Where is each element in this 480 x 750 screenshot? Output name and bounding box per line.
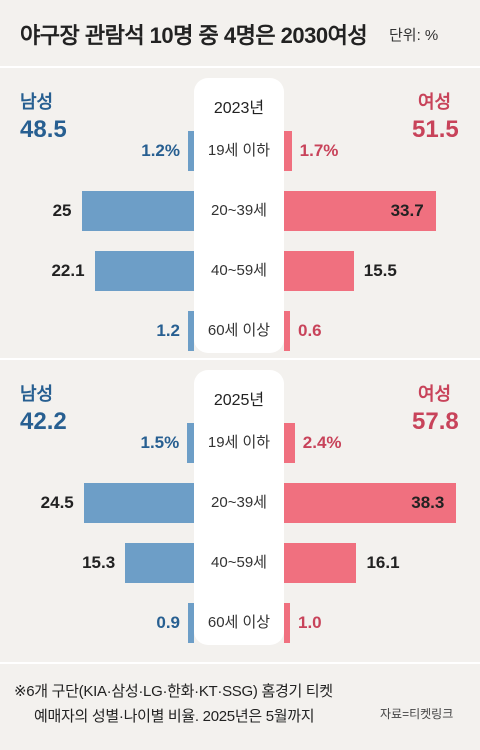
male-bar xyxy=(83,483,194,523)
unit-label: 단위: % xyxy=(389,27,439,44)
center-column xyxy=(194,370,284,645)
male-total: 42.2 xyxy=(20,408,67,435)
female-bar xyxy=(284,423,295,463)
female-bar xyxy=(284,543,357,583)
panel-year-label: 2023년 xyxy=(213,100,265,117)
female-value-label: 38.3 xyxy=(411,493,445,512)
female-value-label: 2.4% xyxy=(302,433,342,452)
center-column xyxy=(194,78,284,353)
source-label: 자료=티켓링크 xyxy=(380,707,454,721)
female-bar xyxy=(284,251,354,291)
age-category-label: 40~59세 xyxy=(211,262,267,279)
female-label: 여성 xyxy=(418,92,452,112)
female-total: 51.5 xyxy=(412,116,459,143)
female-value-label: 16.1 xyxy=(366,553,400,572)
female-bar xyxy=(284,483,457,523)
panel-2023: 2023년 남성 48.5 여성 51.5 19세 이하 1.2% 1.7% 20~39세 25 3… xyxy=(0,68,480,358)
footnote-line-2: 예매자의 성별·나이별 비율. 2025년은 5월까지 xyxy=(34,708,315,725)
male-value-label: 1.2% xyxy=(141,141,180,160)
age-category-label: 40~59세 xyxy=(211,554,267,571)
male-value-label: 24.5 xyxy=(40,493,74,512)
female-value-label: 15.5 xyxy=(363,261,397,280)
female-bar xyxy=(284,191,436,231)
title-row: 야구장 관람석 10명 중 4명은 2030여성 단위: % xyxy=(0,0,480,66)
divider xyxy=(0,662,480,664)
male-label: 남성 xyxy=(20,384,54,404)
male-value-label: 0.9 xyxy=(156,613,180,632)
age-category-label: 20~39세 xyxy=(211,494,267,511)
female-value-label: 33.7 xyxy=(390,201,424,220)
female-bar xyxy=(284,603,290,643)
male-label: 남성 xyxy=(20,92,54,112)
male-value-label: 15.3 xyxy=(82,553,116,572)
age-category-label: 19세 이하 xyxy=(207,142,271,159)
male-bar xyxy=(125,543,194,583)
divider xyxy=(0,358,480,360)
female-value-label: 0.6 xyxy=(298,321,322,340)
female-total: 57.8 xyxy=(412,408,459,435)
male-bar xyxy=(188,603,194,643)
panel-year-label: 2025년 xyxy=(213,392,265,409)
male-value-label: 1.2 xyxy=(156,321,180,340)
age-category-label: 20~39세 xyxy=(211,202,267,219)
male-value-label: 25 xyxy=(52,201,72,220)
age-category-label: 60세 이상 xyxy=(207,322,271,339)
footnote-line-1: ※6개 구단(KIA·삼성·LG·한화·KT·SSG) 홈경기 티켓 xyxy=(14,683,333,700)
male-bar xyxy=(187,423,194,463)
age-category-label: 19세 이하 xyxy=(207,434,271,451)
divider xyxy=(0,66,480,68)
male-value-label: 22.1 xyxy=(51,261,85,280)
panel-2025: 2025년 남성 42.2 여성 57.8 19세 이하 1.5% 2.4% 20~39세 24.… xyxy=(0,360,480,650)
male-total: 48.5 xyxy=(20,116,67,143)
male-bar xyxy=(81,191,194,231)
female-value-label: 1.0 xyxy=(298,613,322,632)
age-category-label: 60세 이상 xyxy=(207,614,271,631)
male-value-label: 1.5% xyxy=(140,433,180,452)
female-bar xyxy=(284,311,290,351)
male-bar xyxy=(94,251,194,291)
female-bar xyxy=(284,131,292,171)
male-bar xyxy=(188,131,194,171)
female-value-label: 1.7% xyxy=(299,141,339,160)
chart-title: 야구장 관람석 10명 중 4명은 2030여성 xyxy=(20,23,368,48)
male-bar xyxy=(188,311,194,351)
female-label: 여성 xyxy=(418,384,452,404)
